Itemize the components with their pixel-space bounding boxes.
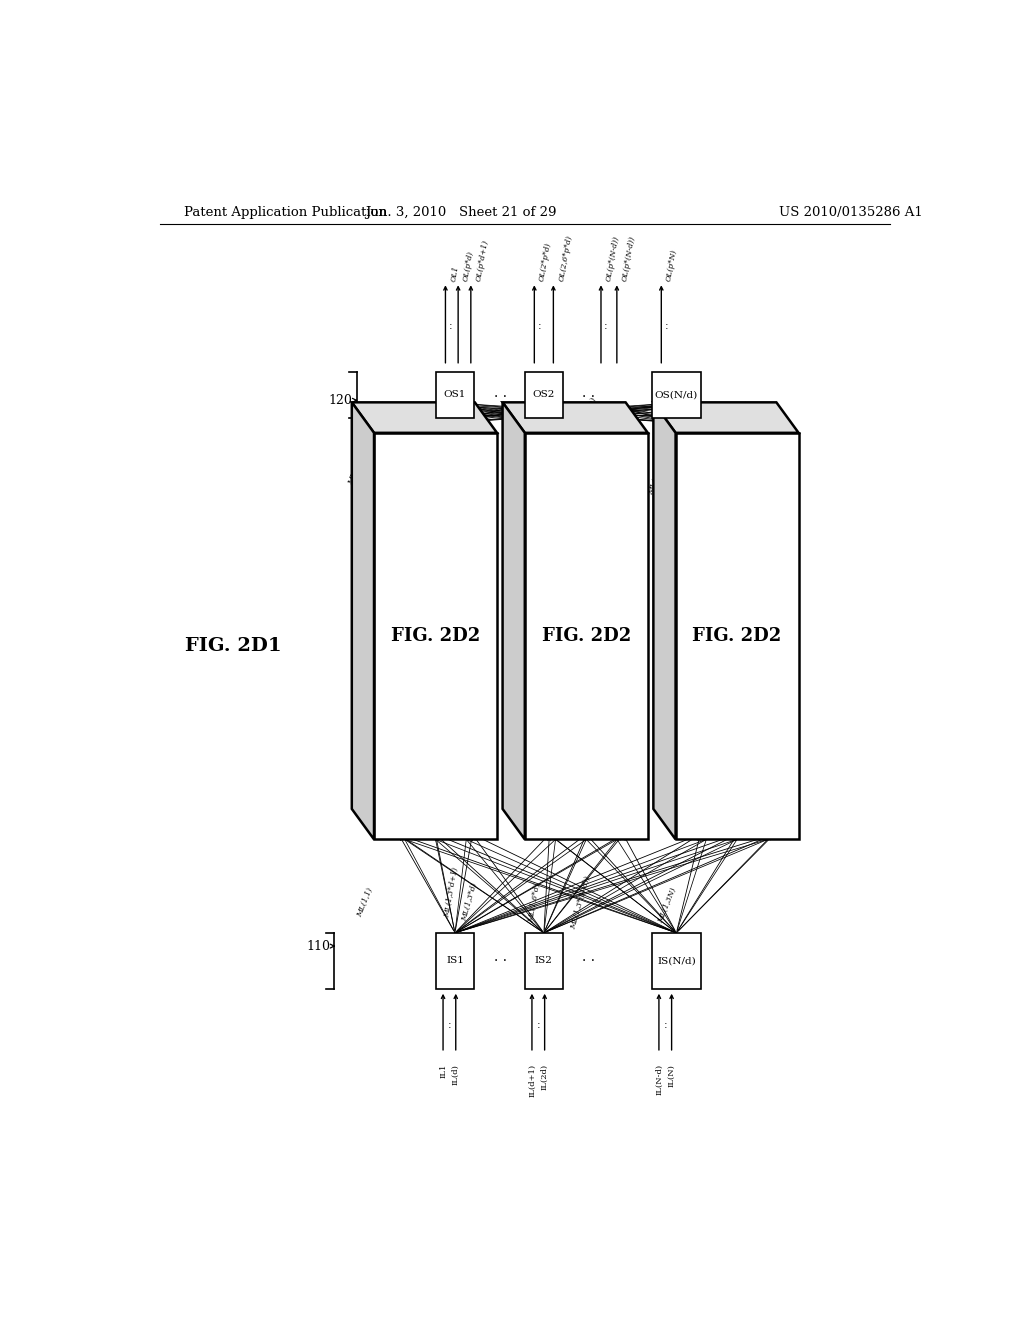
Text: IS2: IS2 [535, 957, 553, 965]
Text: IL(N): IL(N) [668, 1064, 676, 1086]
Text: Jun. 3, 2010   Sheet 21 of 29: Jun. 3, 2010 Sheet 21 of 29 [366, 206, 557, 219]
Text: · ·: · · [495, 954, 508, 969]
Text: :: : [538, 321, 541, 331]
Polygon shape [524, 372, 563, 417]
Text: 120: 120 [329, 393, 352, 407]
Polygon shape [503, 403, 524, 840]
Text: ML(2xLog_dN-2,3xp*d+1): ML(2xLog_dN-2,3xp*d+1) [439, 388, 465, 490]
Text: OL(p*(N-d)): OL(p*(N-d)) [621, 235, 637, 282]
Text: · ·: · · [582, 391, 595, 404]
Text: :: : [665, 321, 668, 331]
Text: ML(1,1): ML(1,1) [355, 887, 374, 919]
Polygon shape [436, 372, 474, 417]
Text: IL(d): IL(d) [452, 1064, 460, 1085]
Text: IL(d+1): IL(d+1) [528, 1064, 536, 1097]
Text: ML(2xLog_dN-2,3xpx(N-d)): ML(2xLog_dN-2,3xpx(N-d)) [562, 397, 599, 502]
Polygon shape [352, 403, 497, 433]
Text: :: : [449, 321, 453, 331]
Text: OS1: OS1 [443, 391, 466, 399]
Text: · ·: · · [582, 954, 595, 969]
Polygon shape [524, 933, 563, 989]
Text: ML(2xLog_dN-2,1): ML(2xLog_dN-2,1) [347, 416, 382, 486]
Polygon shape [524, 433, 648, 840]
Text: Patent Application Publication: Patent Application Publication [183, 206, 386, 219]
Text: ML(1,3*d+1): ML(1,3*d+1) [443, 866, 460, 917]
Text: OL1: OL1 [450, 265, 460, 282]
Text: FIG. 2D2: FIG. 2D2 [391, 627, 480, 645]
Text: OS2: OS2 [532, 391, 555, 399]
Text: IS1: IS1 [446, 957, 464, 965]
Polygon shape [352, 403, 374, 840]
Text: · ·: · · [495, 391, 508, 404]
Text: :: : [447, 1020, 452, 1030]
Text: OS(N/d): OS(N/d) [654, 391, 698, 399]
Text: OL(p*N): OL(p*N) [666, 248, 679, 282]
Text: IS(N/d): IS(N/d) [657, 957, 695, 965]
Polygon shape [652, 372, 701, 417]
Text: ML(2xLog_dN-2,6xp*d): ML(2xLog_dN-2,6xp*d) [522, 404, 546, 495]
Text: IL(N-d): IL(N-d) [655, 1064, 663, 1096]
Text: ML(1,6*d): ML(1,6*d) [527, 882, 542, 923]
Text: FIG. 2D1: FIG. 2D1 [185, 638, 282, 655]
Polygon shape [653, 403, 799, 433]
Text: OL(2,6*p*d): OL(2,6*p*d) [557, 235, 573, 282]
Text: :: : [537, 1020, 541, 1030]
Text: IL1: IL1 [439, 1064, 447, 1078]
Text: ML(1,3*d): ML(1,3*d) [460, 882, 478, 923]
Text: 110: 110 [306, 940, 331, 953]
Text: IL(2d): IL(2d) [541, 1064, 549, 1090]
Polygon shape [503, 403, 648, 433]
Polygon shape [436, 933, 474, 989]
Text: OL(p*d+1): OL(p*d+1) [475, 239, 490, 282]
Text: ML(1,3*(N-d)): ML(1,3*(N-d)) [569, 875, 592, 931]
Text: OL(2*p*d): OL(2*p*d) [539, 242, 553, 282]
Polygon shape [653, 403, 676, 840]
Text: OL(p*d): OL(p*d) [462, 251, 475, 282]
Text: :: : [664, 1020, 668, 1030]
Text: ML(2xLog_dN-2,3xpxN): ML(2xLog_dN-2,3xpxN) [646, 407, 689, 495]
Text: FIG. 2D2: FIG. 2D2 [542, 627, 631, 645]
Text: :: : [604, 321, 608, 331]
Polygon shape [652, 933, 701, 989]
Text: US 2010/0135286 A1: US 2010/0135286 A1 [778, 206, 923, 219]
Text: ML(1,3N): ML(1,3N) [656, 887, 679, 924]
Text: FIG. 2D2: FIG. 2D2 [692, 627, 781, 645]
Polygon shape [374, 433, 497, 840]
Text: OL(p*(N-d)): OL(p*(N-d)) [605, 235, 621, 282]
Polygon shape [676, 433, 799, 840]
Text: ML(2xLog_dN-2,3xp*d): ML(2xLog_dN-2,3xp*d) [453, 404, 485, 494]
